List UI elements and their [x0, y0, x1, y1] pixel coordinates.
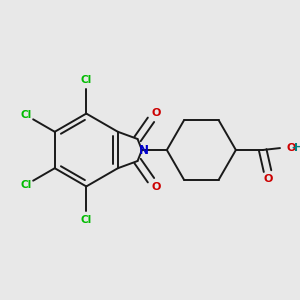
- Text: N: N: [139, 143, 149, 157]
- Text: -: -: [291, 143, 296, 153]
- Text: Cl: Cl: [20, 110, 31, 120]
- Text: O: O: [151, 182, 160, 192]
- Text: Cl: Cl: [20, 180, 31, 190]
- Text: Cl: Cl: [81, 75, 92, 85]
- Text: Cl: Cl: [81, 215, 92, 225]
- Text: O: O: [287, 143, 296, 153]
- Text: H: H: [294, 143, 300, 153]
- Text: O: O: [151, 108, 160, 118]
- Text: O: O: [264, 174, 273, 184]
